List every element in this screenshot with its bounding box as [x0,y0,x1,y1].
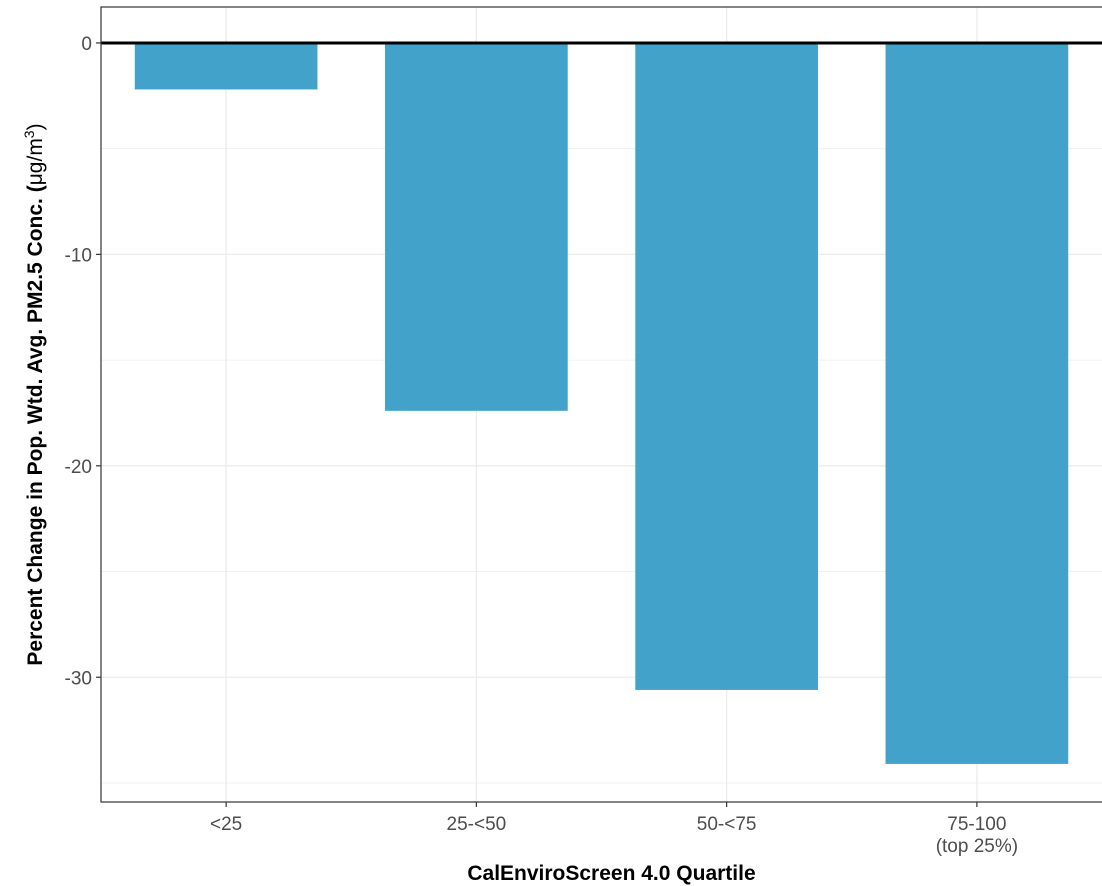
y-axis-title-unit: μg/m [24,138,47,185]
y-tick-label: -30 [65,668,92,689]
y-axis-title-unit-superscript: 3 [21,130,37,138]
bar [134,42,318,90]
x-tick-label: <25 [210,814,242,835]
y-axis-title: Percent Change in Pop. Wtd. Avg. PM2.5 C… [21,123,47,665]
y-tick-label: -20 [65,457,92,478]
x-tick-sublabel: (top 25%) [936,836,1018,857]
bar [385,42,568,411]
x-tick-label: 50-<75 [697,814,757,835]
bar [635,42,818,690]
x-tick-label: 75-100 [947,814,1006,835]
y-axis-title-close: ) [24,123,47,130]
bars [134,42,1069,764]
y-tick-label: -10 [65,245,92,266]
y-axis-title-main: Percent Change in Pop. Wtd. Avg. PM2.5 C… [24,185,47,665]
x-axis-ticks: <25 25-<50 50-<75 75-100(top 25%) [210,802,1018,857]
panel-border [100,6,1102,803]
bar [885,42,1069,764]
x-tick-label: 25-<50 [447,814,507,835]
y-axis-ticks: 0 -10 -20 -30 [65,34,101,689]
x-axis-title: CalEnviroScreen 4.0 Quartile [467,862,755,885]
y-tick-label: 0 [81,34,92,55]
